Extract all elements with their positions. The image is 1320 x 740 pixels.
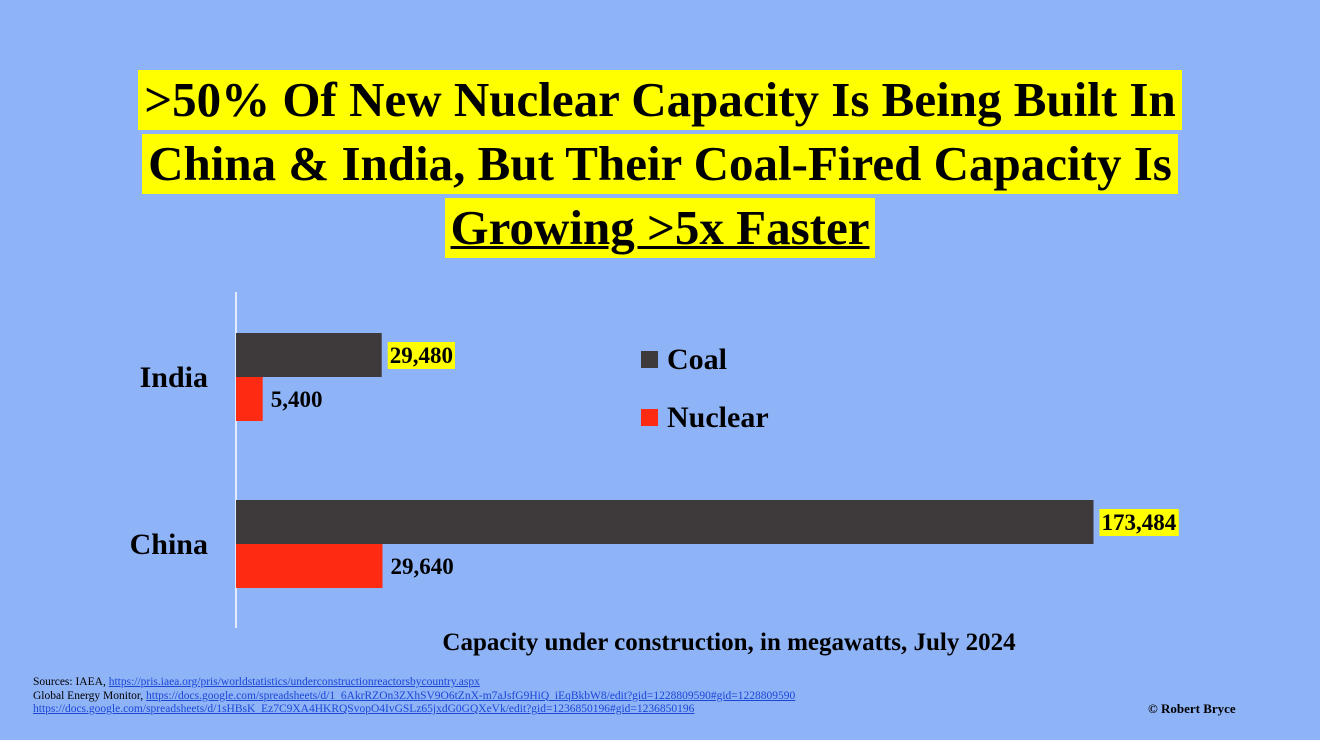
title-line-1: >50% Of New Nuclear Capacity Is Being Bu… — [138, 70, 1182, 130]
category-label-india: India — [140, 361, 208, 394]
data-label-highlight-coal-india — [387, 342, 455, 369]
legend-swatch-nuclear — [641, 409, 658, 426]
source-iaea-link[interactable]: https://pris.iaea.org/pris/worldstatisti… — [108, 676, 480, 688]
data-label-coal-china: 173,484 — [1102, 510, 1177, 535]
sources-block: Sources: IAEA, https://pris.iaea.org/pri… — [33, 676, 795, 717]
source-iaea-label: Sources: IAEA, — [33, 676, 106, 688]
legend-label-coal: Coal — [667, 343, 727, 376]
source-gem-link-2[interactable]: https://docs.google.com/spreadsheets/d/1… — [33, 703, 695, 715]
chart-title: >50% Of New Nuclear Capacity Is Being Bu… — [0, 68, 1320, 260]
legend-swatch-coal — [641, 351, 658, 368]
title-line-2: China & India, But Their Coal-Fired Capa… — [142, 134, 1178, 194]
bar-nuclear-china[interactable] — [236, 544, 383, 588]
bar-coal-china[interactable] — [236, 500, 1094, 544]
data-label-nuclear-china: 29,640 — [391, 554, 454, 579]
x-axis-label: Capacity under construction, in megawatt… — [442, 629, 1016, 656]
data-label-highlight-coal-china — [1099, 509, 1179, 536]
source-gem-label: Global Energy Monitor, — [33, 689, 144, 702]
data-label-coal-india: 29,480 — [390, 343, 453, 368]
data-label-nuclear-india: 5,400 — [271, 387, 323, 412]
title-line-3: Growing >5x Faster — [444, 198, 876, 258]
bar-nuclear-india[interactable] — [236, 377, 263, 421]
bar-coal-india[interactable] — [236, 333, 382, 377]
copyright-credit: © Robert Bryce — [1148, 701, 1236, 716]
legend-label-nuclear: Nuclear — [667, 401, 769, 434]
category-label-china: China — [130, 528, 208, 561]
source-gem-link-1[interactable]: https://docs.google.com/spreadsheets/d/1… — [146, 689, 796, 702]
